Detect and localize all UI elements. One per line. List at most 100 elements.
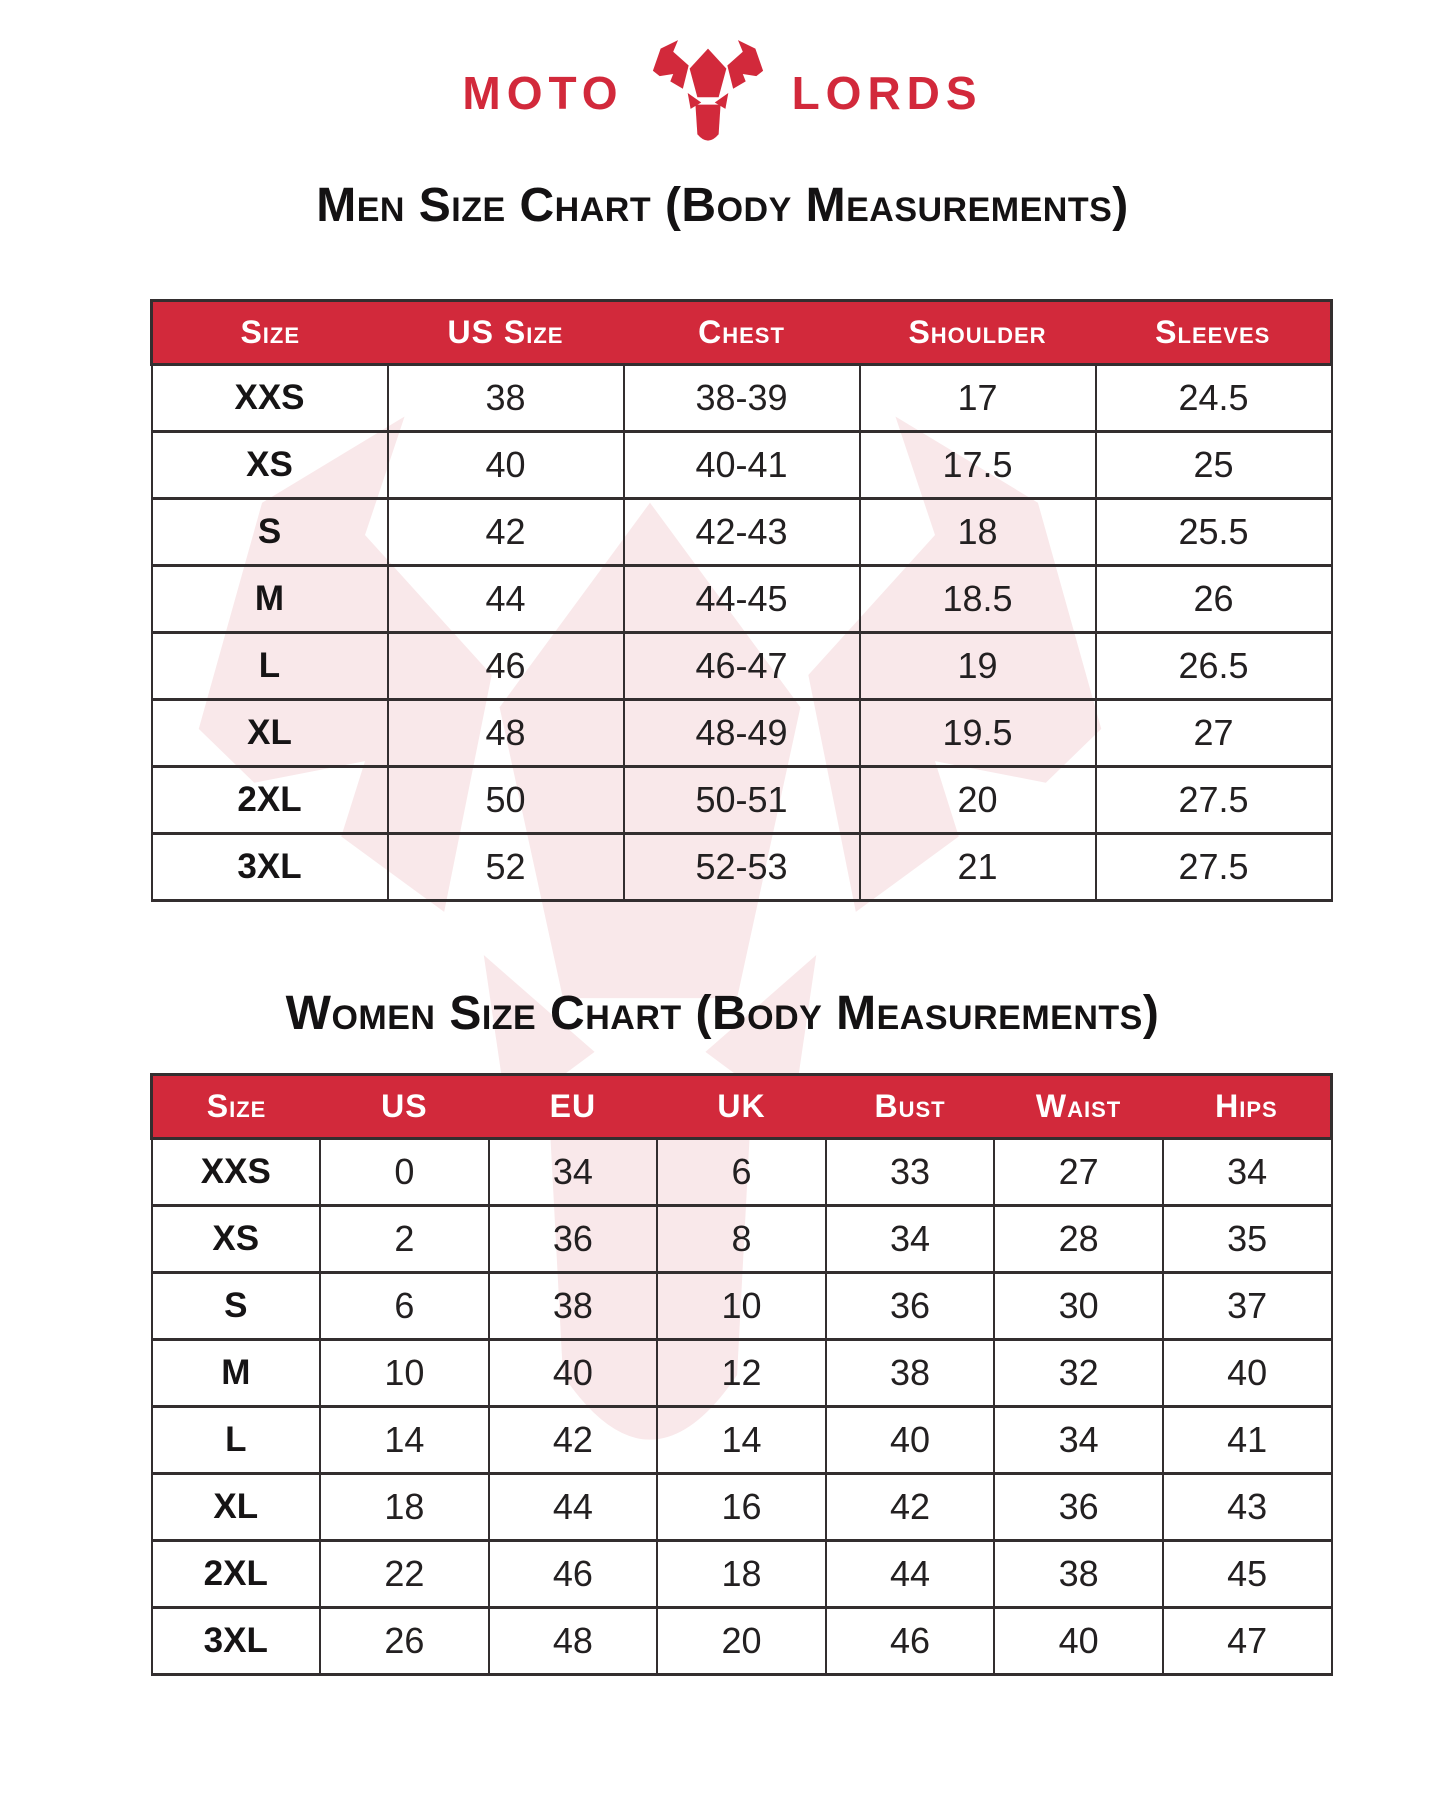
- measurement-cell: 35: [1161, 1204, 1333, 1275]
- table-row: 2XL 50 50-51 20 27.5: [150, 765, 1333, 836]
- measurement-cell: 44: [487, 1472, 659, 1543]
- measurement-cell: 10: [319, 1338, 490, 1409]
- header-row: Size US Size Chest Shoulder Sleeves: [150, 299, 1333, 367]
- table-row: S 42 42-43 18 25.5: [150, 497, 1333, 568]
- size-label-cell: XXS: [150, 363, 389, 434]
- measurement-cell: 20: [656, 1606, 827, 1677]
- size-label-cell: 2XL: [150, 765, 389, 836]
- column-header: US: [320, 1073, 489, 1141]
- size-label-cell: L: [150, 631, 389, 702]
- measurement-cell: 50-51: [622, 765, 861, 836]
- brand-word-lords: LORDS: [791, 67, 983, 119]
- measurement-cell: 28: [993, 1204, 1164, 1275]
- table-row: XXS 0 34 6 33 27 34: [150, 1137, 1333, 1208]
- measurement-cell: 2: [319, 1204, 490, 1275]
- measurement-cell: 33: [824, 1137, 996, 1208]
- table-row: XL 18 44 16 42 36 43: [150, 1472, 1333, 1543]
- column-header: Hips: [1162, 1073, 1333, 1141]
- measurement-cell: 34: [487, 1137, 659, 1208]
- men-chart-title: Men Size Chart (Body Measurements): [316, 179, 1129, 232]
- measurement-cell: 46-47: [622, 631, 861, 702]
- size-label-cell: XS: [150, 1204, 322, 1275]
- measurement-cell: 42: [824, 1472, 996, 1543]
- measurement-cell: 16: [656, 1472, 827, 1543]
- measurement-cell: 36: [824, 1271, 996, 1342]
- column-header: Shoulder: [859, 299, 1096, 367]
- measurement-cell: 48: [487, 1606, 659, 1677]
- table-row: L 14 42 14 40 34 41: [150, 1405, 1333, 1476]
- measurement-cell: 34: [824, 1204, 996, 1275]
- measurement-cell: 25.5: [1094, 497, 1333, 568]
- measurement-cell: 42: [386, 497, 625, 568]
- column-header: Waist: [994, 1073, 1163, 1141]
- brand-logo: MOTO LORDS: [0, 0, 1445, 152]
- measurement-cell: 41: [1161, 1405, 1333, 1476]
- measurement-cell: 25: [1094, 430, 1333, 501]
- measurement-cell: 27: [993, 1137, 1164, 1208]
- measurement-cell: 48-49: [622, 698, 861, 769]
- column-header: UK: [657, 1073, 826, 1141]
- size-label-cell: XXS: [150, 1137, 322, 1208]
- measurement-cell: 40: [993, 1606, 1164, 1677]
- table-row: 3XL 52 52-53 21 27.5: [150, 832, 1333, 903]
- measurement-cell: 40: [487, 1338, 659, 1409]
- women-chart-title: Women Size Chart (Body Measurements): [285, 987, 1160, 1041]
- measurement-cell: 6: [319, 1271, 490, 1342]
- measurement-cell: 52-53: [622, 832, 861, 903]
- size-label-cell: 3XL: [150, 1606, 322, 1677]
- table-row: S 6 38 10 36 30 37: [150, 1271, 1333, 1342]
- measurement-cell: 50: [386, 765, 625, 836]
- measurement-cell: 19: [858, 631, 1097, 702]
- brand-word-moto: MOTO: [462, 67, 624, 119]
- measurement-cell: 8: [656, 1204, 827, 1275]
- measurement-cell: 24.5: [1094, 363, 1333, 434]
- size-label-cell: XS: [150, 430, 389, 501]
- measurement-cell: 47: [1161, 1606, 1333, 1677]
- measurement-cell: 45: [1161, 1539, 1333, 1610]
- measurement-cell: 26: [319, 1606, 490, 1677]
- size-label-cell: M: [150, 564, 389, 635]
- measurement-cell: 10: [656, 1271, 827, 1342]
- measurement-cell: 43: [1161, 1472, 1333, 1543]
- size-label-cell: M: [150, 1338, 322, 1409]
- measurement-cell: 22: [319, 1539, 490, 1610]
- measurement-cell: 36: [993, 1472, 1164, 1543]
- measurement-cell: 42: [487, 1405, 659, 1476]
- measurement-cell: 14: [656, 1405, 827, 1476]
- measurement-cell: 40: [1161, 1338, 1333, 1409]
- measurement-cell: 17: [858, 363, 1097, 434]
- size-label-cell: 2XL: [150, 1539, 322, 1610]
- measurement-cell: 26: [1094, 564, 1333, 635]
- measurement-cell: 38: [487, 1271, 659, 1342]
- bull-head-icon: [650, 38, 766, 148]
- size-label-cell: 3XL: [150, 832, 389, 903]
- measurement-cell: 18: [656, 1539, 827, 1610]
- table-row: XS 2 36 8 34 28 35: [150, 1204, 1333, 1275]
- measurement-cell: 34: [1161, 1137, 1333, 1208]
- measurement-cell: 18: [319, 1472, 490, 1543]
- measurement-cell: 48: [386, 698, 625, 769]
- measurement-cell: 26.5: [1094, 631, 1333, 702]
- women-size-table: Size US EU UK Bust Waist Hips XXS 0 34 6 33 27 34 XS 2 3…: [150, 1073, 1333, 1677]
- measurement-cell: 6: [656, 1137, 827, 1208]
- size-label-cell: S: [150, 497, 389, 568]
- measurement-cell: 27: [1094, 698, 1333, 769]
- measurement-cell: 46: [824, 1606, 996, 1677]
- table-row: XS 40 40-41 17.5 25: [150, 430, 1333, 501]
- size-label-cell: XL: [150, 1472, 322, 1543]
- column-header: EU: [488, 1073, 658, 1141]
- measurement-cell: 44-45: [622, 564, 861, 635]
- measurement-cell: 46: [386, 631, 625, 702]
- measurement-cell: 37: [1161, 1271, 1333, 1342]
- measurement-cell: 20: [858, 765, 1097, 836]
- size-label-cell: L: [150, 1405, 322, 1476]
- header-row: Size US EU UK Bust Waist Hips: [150, 1073, 1333, 1141]
- measurement-cell: 30: [993, 1271, 1164, 1342]
- measurement-cell: 40-41: [622, 430, 861, 501]
- table-row: 3XL 26 48 20 46 40 47: [150, 1606, 1333, 1677]
- measurement-cell: 18.5: [858, 564, 1097, 635]
- measurement-cell: 18: [858, 497, 1097, 568]
- measurement-cell: 12: [656, 1338, 827, 1409]
- measurement-cell: 32: [993, 1338, 1164, 1409]
- measurement-cell: 52: [386, 832, 625, 903]
